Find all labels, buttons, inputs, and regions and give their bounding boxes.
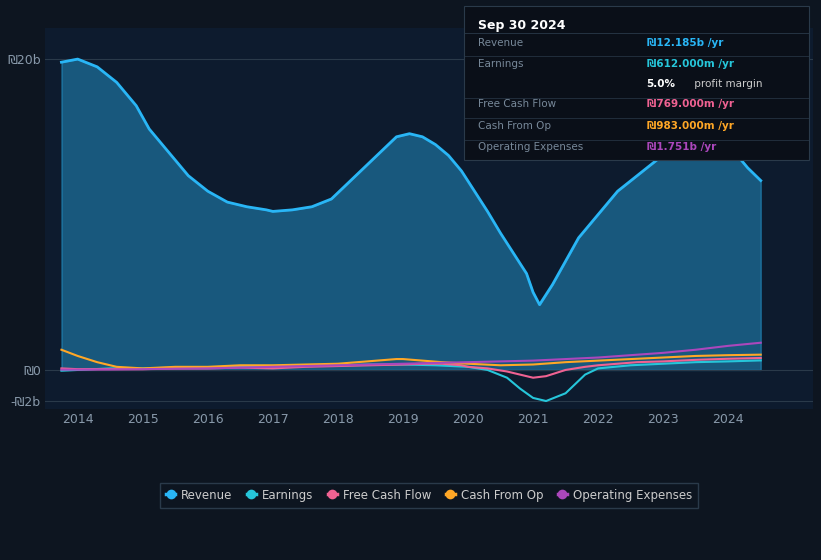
Text: ₪1.751b /yr: ₪1.751b /yr (647, 142, 716, 152)
Text: Earnings: Earnings (478, 59, 523, 69)
Text: 5.0%: 5.0% (647, 79, 676, 89)
Text: ₪12.185b /yr: ₪12.185b /yr (647, 38, 723, 48)
Text: ₪612.000m /yr: ₪612.000m /yr (647, 59, 734, 69)
Text: Sep 30 2024: Sep 30 2024 (478, 20, 565, 32)
Text: Free Cash Flow: Free Cash Flow (478, 99, 556, 109)
Text: ₪983.000m /yr: ₪983.000m /yr (647, 121, 733, 130)
Text: profit margin: profit margin (691, 79, 763, 89)
FancyBboxPatch shape (464, 6, 809, 160)
Text: ₪769.000m /yr: ₪769.000m /yr (647, 99, 734, 109)
Text: Operating Expenses: Operating Expenses (478, 142, 583, 152)
Text: Cash From Op: Cash From Op (478, 121, 551, 130)
Legend: Revenue, Earnings, Free Cash Flow, Cash From Op, Operating Expenses: Revenue, Earnings, Free Cash Flow, Cash … (160, 483, 698, 508)
Text: Revenue: Revenue (478, 38, 523, 48)
